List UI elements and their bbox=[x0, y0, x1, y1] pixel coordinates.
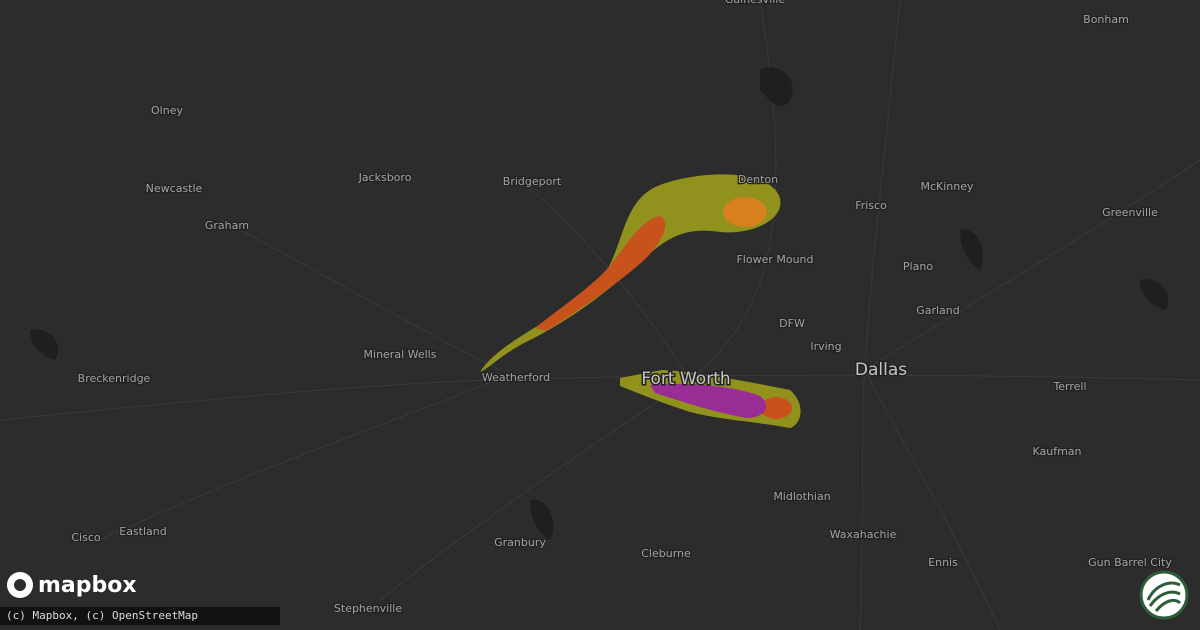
city-label: Fort Worth bbox=[641, 369, 730, 389]
place-label: Terrell bbox=[1052, 380, 1086, 393]
place-label: Midlothian bbox=[773, 490, 830, 503]
place-label: Frisco bbox=[855, 199, 887, 212]
place-label: DFW bbox=[779, 317, 805, 330]
place-label: Eastland bbox=[119, 525, 167, 538]
place-label: Bridgeport bbox=[503, 175, 562, 188]
place-label: Irving bbox=[810, 340, 841, 353]
place-label: Jacksboro bbox=[358, 171, 412, 184]
place-label: Breckenridge bbox=[78, 372, 151, 385]
place-labels: Gainesville Bonham Olney Jacksboro Bridgepor… bbox=[70, 0, 1173, 616]
swath-high bbox=[650, 383, 767, 418]
place-label: Denton bbox=[738, 173, 778, 186]
place-label: Waxahachie bbox=[830, 528, 897, 541]
place-label: Bonham bbox=[1083, 13, 1129, 26]
swath-mid bbox=[723, 197, 767, 227]
place-label: Graham bbox=[205, 219, 249, 232]
place-label: McKinney bbox=[920, 180, 974, 193]
storm-swaths bbox=[480, 174, 801, 428]
place-label: Kaufman bbox=[1032, 445, 1081, 458]
place-label: Gun Barrel City bbox=[1088, 556, 1172, 569]
swath-mid bbox=[535, 216, 666, 331]
logo: mapbox bbox=[7, 572, 137, 598]
logo-icon bbox=[14, 579, 26, 591]
place-label: Flower Mound bbox=[736, 253, 813, 266]
city-label: Dallas bbox=[855, 360, 907, 380]
place-label: Cleburne bbox=[641, 547, 691, 560]
place-label: Weatherford bbox=[482, 371, 550, 384]
swath-mid bbox=[760, 397, 792, 419]
attribution: (c) Mapbox, (c) OpenStreetMap bbox=[6, 609, 198, 622]
place-label: Greenville bbox=[1102, 206, 1158, 219]
place-label: Plano bbox=[903, 260, 933, 273]
place-label: Olney bbox=[151, 104, 183, 117]
place-label: Ennis bbox=[928, 556, 958, 569]
badge bbox=[1139, 570, 1189, 620]
logo-text: mapbox bbox=[38, 573, 137, 598]
lakes bbox=[30, 67, 1169, 540]
place-label: Gainesville bbox=[725, 0, 785, 6]
place-label: Newcastle bbox=[146, 182, 203, 195]
place-label: Stephenville bbox=[334, 602, 402, 615]
place-label: Cisco bbox=[71, 531, 101, 544]
attribution-bg bbox=[0, 607, 280, 625]
place-label: Garland bbox=[916, 304, 960, 317]
place-label: Granbury bbox=[494, 536, 546, 549]
place-label: Mineral Wells bbox=[364, 348, 437, 361]
